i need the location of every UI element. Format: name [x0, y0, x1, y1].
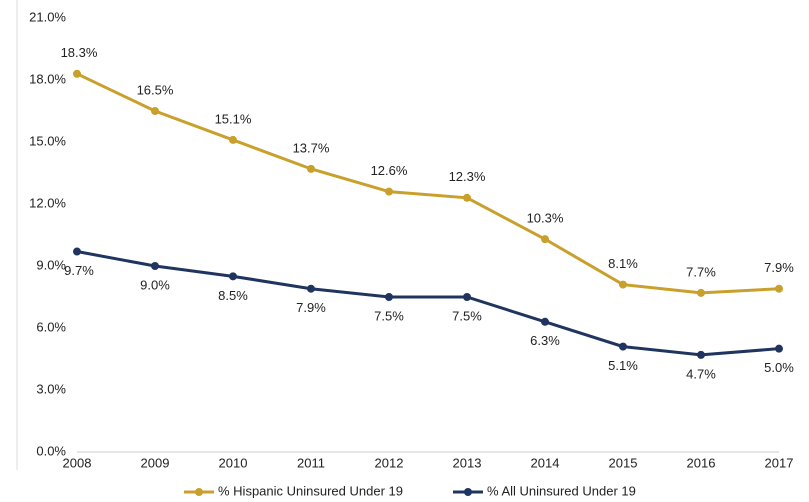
x-tick-label: 2014 [531, 455, 560, 470]
data-point [385, 187, 393, 196]
data-point [697, 350, 705, 359]
data-point [463, 293, 471, 301]
y-tick-label: 21.0% [29, 9, 66, 24]
data-label: 15.1% [215, 111, 252, 126]
data-point [619, 280, 627, 289]
legend-marker [463, 488, 472, 496]
x-tick-label: 2016 [687, 455, 716, 470]
data-label: 7.9% [296, 300, 326, 315]
y-tick-label: 12.0% [29, 195, 66, 210]
x-tick-label: 2010 [219, 455, 248, 470]
data-label: 16.5% [137, 82, 174, 97]
data-label: 7.5% [452, 308, 482, 323]
data-point [151, 107, 159, 115]
legend-label: % Hispanic Uninsured Under 19 [218, 483, 403, 498]
data-point [697, 288, 705, 297]
data-label: 7.9% [764, 260, 794, 275]
legend-marker [195, 488, 203, 496]
data-point [775, 344, 783, 353]
data-label: 5.1% [608, 358, 638, 373]
data-point [385, 293, 393, 301]
data-label: 12.3% [449, 169, 486, 184]
data-label: 13.7% [293, 140, 330, 155]
data-label: 4.7% [686, 366, 716, 381]
series-line [76, 250, 780, 357]
data-point [73, 247, 81, 256]
x-tick-label: 2011 [297, 455, 325, 470]
data-point [307, 164, 315, 173]
data-label: 5.0% [764, 360, 794, 375]
data-point [73, 69, 81, 78]
data-label: 8.1% [608, 256, 638, 271]
data-label: 12.6% [371, 163, 408, 178]
legend-label: % All Uninsured Under 19 [487, 483, 636, 498]
data-point [307, 284, 315, 293]
x-tick-label: 2017 [765, 455, 794, 470]
data-point [541, 235, 549, 244]
data-label: 10.3% [527, 211, 564, 226]
series-line [76, 72, 780, 295]
data-point [619, 342, 627, 351]
data-label: 9.0% [140, 277, 170, 292]
x-tick-label: 2013 [453, 455, 482, 470]
data-point [229, 272, 237, 281]
data-label: 8.5% [218, 288, 248, 303]
x-tick-label: 2008 [63, 455, 92, 470]
x-tick-label: 2012 [375, 455, 404, 470]
y-tick-label: 15.0% [29, 133, 66, 148]
y-tick-label: 9.0% [36, 257, 66, 272]
data-point [775, 284, 783, 293]
x-tick-label: 2009 [141, 455, 170, 470]
y-tick-label: 18.0% [29, 71, 66, 86]
data-label: 6.3% [530, 333, 560, 348]
data-label: 18.3% [61, 45, 98, 60]
y-tick-label: 0.0% [36, 443, 66, 458]
data-label: 7.7% [686, 264, 716, 279]
y-tick-label: 3.0% [36, 381, 66, 396]
data-label: 7.5% [374, 308, 404, 323]
data-label: 9.7% [64, 263, 94, 278]
data-point [463, 193, 471, 202]
data-point [541, 317, 549, 326]
data-point [229, 135, 237, 144]
x-tick-label: 2015 [609, 455, 638, 470]
y-tick-label: 6.0% [36, 319, 66, 334]
data-point [151, 262, 159, 270]
